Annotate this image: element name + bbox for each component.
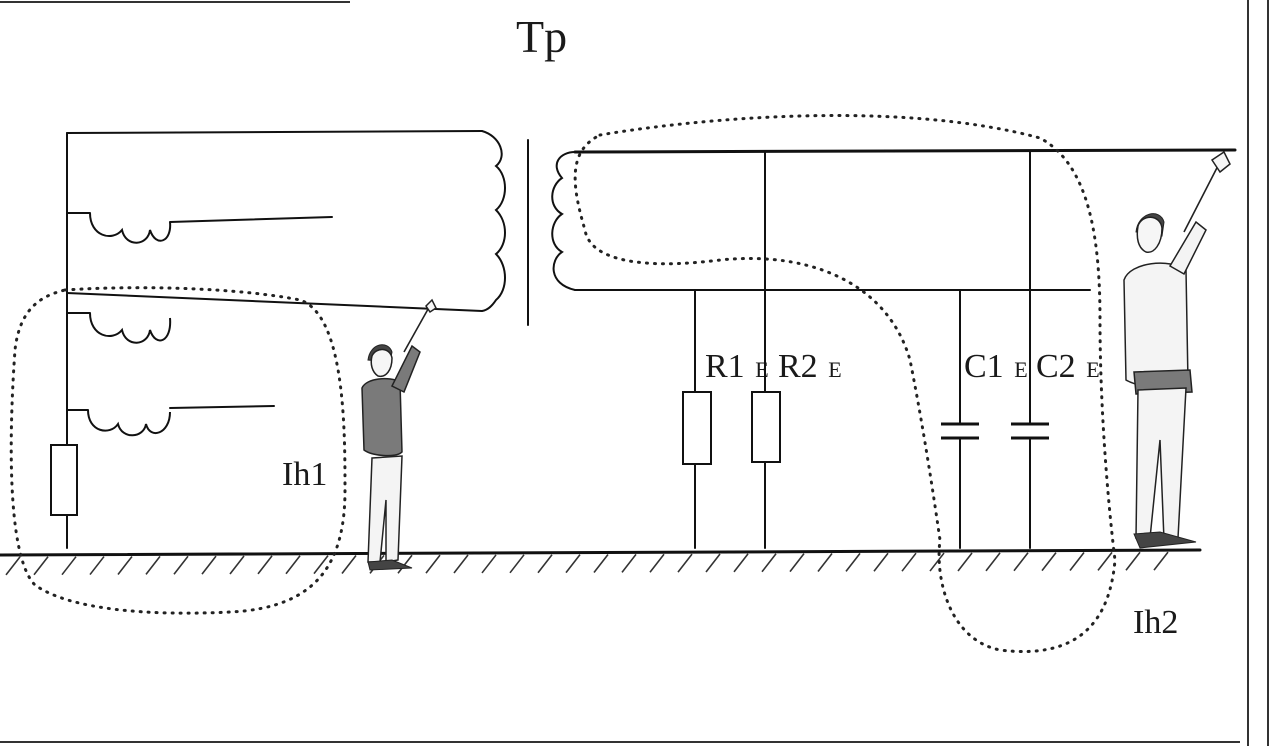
c2-subscript: E [1086, 357, 1099, 382]
ground-hatch-mark [957, 552, 973, 572]
ground-hatch-mark [845, 552, 861, 572]
ground [0, 548, 1202, 576]
c1-subscript: E [1014, 357, 1027, 382]
person-touching-primary [361, 298, 437, 571]
fault-current-loop-2 [573, 114, 1117, 653]
ground-hatch-mark [593, 553, 609, 573]
ground-hatch-mark [537, 554, 553, 574]
earth-capacitance-c2: C2 E [1011, 151, 1100, 549]
person-touching-secondary [1123, 150, 1231, 549]
ground-hatch-mark [929, 552, 945, 572]
svg-text:C1 E: C1 E [964, 348, 1028, 385]
ground-hatch-mark [61, 556, 77, 576]
ground-hatch-mark [341, 555, 357, 575]
ground-hatch-mark [677, 553, 693, 573]
ground-hatch-mark [285, 555, 301, 575]
r1-subscript: E [755, 357, 768, 382]
ground-hatch-mark [789, 553, 805, 573]
primary-winding-upper [66, 212, 333, 244]
ground-hatch-mark [761, 553, 777, 573]
c1-label: C1 [964, 348, 1004, 385]
secondary-circuit [551, 148, 1237, 291]
fault-current-2-label: Ih2 [1133, 604, 1178, 641]
ground-hatch-mark [397, 554, 413, 574]
earth-resistance-r2: R2 E [751, 151, 842, 549]
ground-hatch-mark [425, 554, 441, 574]
ground-hatch-mark [201, 555, 217, 575]
ground-hatch-mark [873, 552, 889, 572]
ground-hatch-mark [1013, 552, 1029, 572]
ground-hatch-mark [257, 555, 273, 575]
ground-hatch-mark [453, 554, 469, 574]
ground-hatch-mark [817, 553, 833, 573]
r2-label: R2 [778, 348, 818, 385]
ground-hatch-mark [481, 554, 497, 574]
svg-text:R2 E: R2 E [778, 348, 842, 385]
ground-hatch-mark [1153, 551, 1169, 571]
c2-label: C2 [1036, 348, 1076, 385]
ground-hatch-mark [313, 555, 329, 575]
primary-earth-resistor [50, 444, 78, 516]
ground-hatch-mark [565, 554, 581, 574]
ground-hatch-mark [733, 553, 749, 573]
ground-hatch-mark [229, 555, 245, 575]
ground-hatch-mark [509, 554, 525, 574]
r2-subscript: E [828, 357, 841, 382]
ground-hatch-mark [649, 553, 665, 573]
ground-hatch-mark [89, 556, 105, 576]
primary-winding-lower [66, 405, 275, 437]
ground-hatch-mark [901, 552, 917, 572]
ground-hatch-mark [1125, 551, 1141, 571]
ground-hatch-mark [173, 555, 189, 575]
ground-hatch-mark [1041, 552, 1057, 572]
fault-current-loop-1 [9, 286, 347, 615]
ground-hatch-mark [5, 556, 21, 576]
ground-hatch-mark [705, 553, 721, 573]
ground-hatch-mark [985, 552, 1001, 572]
r1-label: R1 [705, 348, 745, 385]
ground-hatching [5, 551, 1169, 576]
earth-capacitance-c1: C1 E [941, 289, 1028, 549]
ground-hatch-mark [33, 556, 49, 576]
svg-text:R1 E: R1 E [705, 348, 769, 385]
fault-current-1-label: Ih1 [282, 456, 327, 493]
primary-winding-middle [66, 312, 172, 344]
transformer-label: Tp [516, 11, 567, 62]
ground-hatch-mark [1097, 551, 1113, 571]
ground-hatch-mark [621, 553, 637, 573]
svg-text:C2 E: C2 E [1036, 348, 1100, 385]
ground-hatch-mark [145, 555, 161, 575]
ground-hatch-mark [1069, 551, 1085, 571]
ground-hatch-mark [117, 555, 133, 575]
